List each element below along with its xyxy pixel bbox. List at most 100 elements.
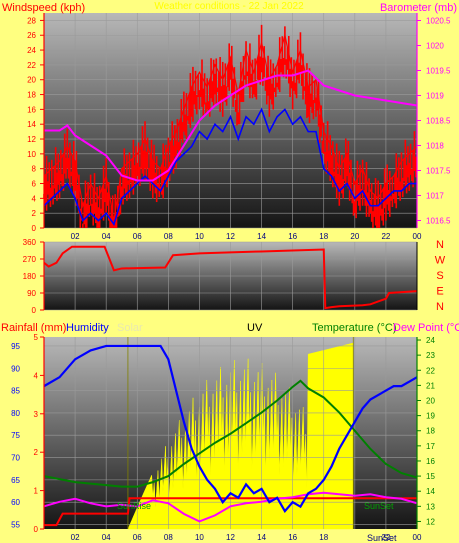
- bottom-x-tick-label: 16: [288, 533, 297, 542]
- humidity-axis-title: Humidity: [66, 322, 109, 334]
- bottom-x-tick-label: 10: [195, 533, 204, 542]
- wind-panel: 02468101214161820222426281016.510171017.…: [27, 13, 451, 241]
- wind-left-tick-label: 14: [27, 120, 36, 129]
- dewpoint-line: [43, 491, 418, 523]
- wind-x-tick-label: 18: [319, 232, 328, 241]
- wind-x-tick-label: 20: [350, 232, 359, 241]
- direction-tick-label: 0: [32, 306, 37, 315]
- direction-panel: 0 90 180 270 360: [23, 238, 418, 315]
- humidity-tick-label: 65: [11, 476, 20, 485]
- temperature-tick-label: 19: [426, 412, 435, 421]
- humidity-tick-label: 60: [11, 498, 20, 507]
- bottom-panel: 5560657075808590950123451213141516171819…: [11, 333, 435, 542]
- rainfall-tick-label: 3: [34, 410, 39, 419]
- barometer-tick-label: 1020: [426, 42, 444, 51]
- wind-direction-line: [43, 245, 418, 310]
- barometer-tick-label: 1018.5: [426, 117, 451, 126]
- rainfall-tick-label: 5: [34, 333, 39, 342]
- bottom-x-tick-label: 06: [133, 533, 142, 542]
- bottom-x-tick-label: 12: [226, 533, 235, 542]
- wind-x-tick-label: 04: [102, 232, 111, 241]
- windspeed-line: [43, 35, 418, 221]
- bottom-x-tick-label: 14: [257, 533, 266, 542]
- temperature-tick-label: 24: [426, 336, 435, 345]
- barometer-tick-label: 1017: [426, 192, 444, 201]
- direction-letter: W: [435, 255, 446, 267]
- wind-axes: 02468101214161820222426281016.510171017.…: [27, 13, 451, 241]
- wind-left-tick-label: 22: [27, 61, 36, 70]
- wind-left-tick-label: 2: [32, 209, 37, 218]
- dewpoint-axis-title: Dew Point (°C): [393, 322, 459, 334]
- wind-left-tick-label: 12: [27, 135, 36, 144]
- rainfall-line: [44, 497, 417, 527]
- wind-x-tick-label: 08: [164, 232, 173, 241]
- wind-x-tick-label: 14: [257, 232, 266, 241]
- rainfall-tick-label: 0: [34, 525, 39, 534]
- wind-left-tick-label: 26: [27, 31, 36, 40]
- direction-series: [43, 245, 418, 310]
- direction-tick-label: 90: [27, 289, 36, 298]
- bottom-axes: 5560657075808590950123451213141516171819…: [11, 333, 435, 542]
- wind-x-tick-label: 02: [71, 232, 80, 241]
- barometer-line: [44, 69, 418, 182]
- humidity-tick-label: 80: [11, 409, 20, 418]
- temperature-tick-label: 21: [426, 381, 435, 390]
- bottom-x-tick-label: 22: [381, 533, 390, 542]
- wind-x-tick-label: 00: [413, 232, 422, 241]
- barometer-tick-label: 1017.5: [426, 167, 451, 176]
- temperature-tick-label: 23: [426, 351, 435, 360]
- barometer-tick-label: 1020.5: [426, 17, 451, 26]
- barometer-axis-title: Barometer (mb): [380, 2, 457, 14]
- direction-tick-label: 360: [23, 238, 37, 247]
- wind-x-tick-label: 22: [381, 232, 390, 241]
- rainfall-tick-label: 4: [34, 371, 39, 380]
- sunset-axis-marker: SunSet: [367, 533, 397, 543]
- temperature-tick-label: 20: [426, 396, 435, 405]
- wind-left-tick-label: 20: [27, 76, 36, 85]
- direction-letter: N: [436, 239, 444, 251]
- wind-left-tick-label: 16: [27, 105, 36, 114]
- temperature-tick-label: 14: [426, 487, 435, 496]
- direction-letter: S: [436, 270, 443, 282]
- direction-grid: [44, 241, 418, 311]
- wind-x-tick-label: 16: [288, 232, 297, 241]
- temperature-tick-label: 18: [426, 427, 435, 436]
- wind-x-tick-label: 12: [226, 232, 235, 241]
- windspeed-axis-title: Windspeed (kph): [2, 2, 85, 14]
- direction-letter: N: [436, 301, 444, 313]
- wind-left-tick-label: 28: [27, 16, 36, 25]
- wind-left-tick-label: 24: [27, 46, 36, 55]
- humidity-tick-label: 70: [11, 454, 20, 463]
- bottom-series: [43, 344, 418, 527]
- barometer-tick-label: 1019: [426, 92, 444, 101]
- solar-series: [127, 342, 354, 530]
- rainfall-tick-label: 1: [34, 487, 39, 496]
- wind-left-tick-label: 8: [32, 165, 37, 174]
- direction-tick-label: 270: [23, 255, 37, 264]
- wind-x-tick-label: 06: [133, 232, 142, 241]
- direction-tick-label: 180: [23, 272, 37, 281]
- bottom-x-tick-label: 02: [71, 533, 80, 542]
- humidity-tick-label: 85: [11, 387, 20, 396]
- bottom-x-tick-label: 00: [413, 533, 422, 542]
- chart-title: Weather conditions - 22 Jan 2022: [154, 1, 304, 12]
- humidity-tick-label: 55: [11, 521, 20, 530]
- sunrise-label: SunRise: [117, 501, 151, 511]
- windspeed-average-line: [43, 107, 417, 227]
- temperature-tick-label: 16: [426, 457, 435, 466]
- temperature-tick-label: 13: [426, 502, 435, 511]
- wind-series: [43, 24, 418, 228]
- temperature-tick-label: 17: [426, 442, 435, 451]
- wind-left-tick-label: 10: [27, 150, 36, 159]
- temperature-axis-title: Temperature (°C): [312, 322, 396, 334]
- bottom-x-tick-label: 18: [319, 533, 328, 542]
- temperature-tick-label: 22: [426, 366, 435, 375]
- wind-x-tick-label: 10: [195, 232, 204, 241]
- sunset-label: SunSet: [364, 501, 394, 511]
- wind-left-tick-label: 6: [32, 180, 37, 189]
- rainfall-tick-label: 2: [34, 448, 39, 457]
- humidity-tick-label: 90: [11, 364, 20, 373]
- uv-axis-title: UV: [247, 322, 263, 334]
